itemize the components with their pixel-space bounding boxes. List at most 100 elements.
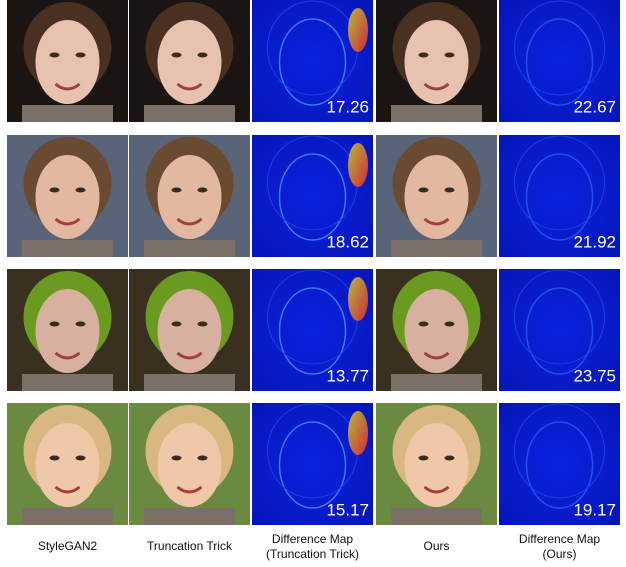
- mouth: [54, 82, 81, 91]
- map-hair: [514, 269, 605, 365]
- ours-difference-map: [499, 0, 620, 122]
- shoulders: [391, 508, 482, 525]
- shoulders: [22, 105, 113, 122]
- ours-difference-map: [499, 269, 620, 391]
- eye: [49, 321, 60, 327]
- truncation-difference-map: [252, 0, 373, 122]
- eye: [49, 52, 60, 58]
- face: [157, 423, 222, 507]
- ours-score: 21.92: [573, 232, 616, 251]
- map-hotspot: [348, 411, 368, 455]
- stylegan2-image: [7, 135, 128, 257]
- eye: [197, 321, 208, 327]
- map-outline: [278, 18, 347, 106]
- map-hotspot: [348, 277, 368, 321]
- column-label: Difference Map: [519, 532, 600, 546]
- map-outline: [525, 421, 594, 509]
- map-hotspot: [348, 8, 368, 52]
- truncation-difference-map: [252, 135, 373, 257]
- eye: [197, 455, 208, 461]
- map-hair: [514, 135, 605, 231]
- map-outline: [525, 18, 594, 106]
- ours-difference-map: [499, 135, 620, 257]
- face: [157, 20, 222, 104]
- map-outline: [525, 153, 594, 241]
- truncation-score: 18.62: [326, 232, 369, 251]
- ours-image: [376, 135, 497, 257]
- map-hair: [514, 0, 605, 96]
- shoulders: [22, 508, 113, 525]
- eye: [418, 187, 429, 193]
- face: [35, 20, 100, 104]
- truncation-image: [129, 269, 250, 391]
- stylegan2-image: [7, 0, 128, 122]
- column-label: Truncation Trick: [147, 539, 233, 553]
- mouth: [54, 351, 81, 360]
- eye: [444, 52, 455, 58]
- truncation-score: 15.17: [326, 500, 369, 519]
- shoulders: [22, 240, 113, 257]
- truncation-difference-map: [252, 269, 373, 391]
- ours-image: [376, 0, 497, 122]
- column-label: StyleGAN2: [38, 539, 98, 553]
- eye: [75, 52, 86, 58]
- face: [35, 155, 100, 239]
- ours-image: [376, 269, 497, 391]
- mouth: [423, 217, 450, 226]
- eye: [444, 455, 455, 461]
- stylegan2-image: [7, 269, 128, 391]
- eye: [197, 187, 208, 193]
- eye: [444, 187, 455, 193]
- eye: [418, 321, 429, 327]
- map-outline: [525, 287, 594, 375]
- shoulders: [391, 240, 482, 257]
- map-outline: [278, 287, 347, 375]
- mouth: [176, 217, 203, 226]
- eye: [75, 187, 86, 193]
- truncation-score: 13.77: [326, 366, 369, 385]
- map-outline: [278, 153, 347, 241]
- ours-score: 23.75: [573, 366, 616, 385]
- shoulders: [144, 374, 235, 391]
- face: [404, 20, 469, 104]
- shoulders: [144, 105, 235, 122]
- truncation-score: 17.26: [326, 97, 369, 116]
- shoulders: [144, 508, 235, 525]
- mouth: [423, 82, 450, 91]
- map-hair: [514, 403, 605, 499]
- face: [404, 423, 469, 507]
- face: [157, 289, 222, 373]
- eye: [444, 321, 455, 327]
- eye: [171, 52, 182, 58]
- eye: [171, 321, 182, 327]
- column-label: Ours: [423, 539, 449, 553]
- mouth: [54, 485, 81, 494]
- face: [404, 289, 469, 373]
- truncation-image: [129, 403, 250, 525]
- shoulders: [391, 105, 482, 122]
- eye: [75, 455, 86, 461]
- ours-score: 22.67: [573, 97, 616, 116]
- eye: [418, 455, 429, 461]
- column-label: Difference Map: [272, 532, 353, 546]
- face: [35, 289, 100, 373]
- ours-score: 19.17: [573, 500, 616, 519]
- map-hotspot: [348, 143, 368, 187]
- face: [404, 155, 469, 239]
- mouth: [176, 351, 203, 360]
- eye: [171, 187, 182, 193]
- shoulders: [22, 374, 113, 391]
- eye: [49, 455, 60, 461]
- map-background: [499, 135, 620, 257]
- eye: [171, 455, 182, 461]
- map-background: [499, 403, 620, 525]
- truncation-image: [129, 135, 250, 257]
- mouth: [176, 82, 203, 91]
- mouth: [54, 217, 81, 226]
- map-background: [499, 0, 620, 122]
- ours-difference-map: [499, 403, 620, 525]
- shoulders: [391, 374, 482, 391]
- eye: [418, 52, 429, 58]
- face: [157, 155, 222, 239]
